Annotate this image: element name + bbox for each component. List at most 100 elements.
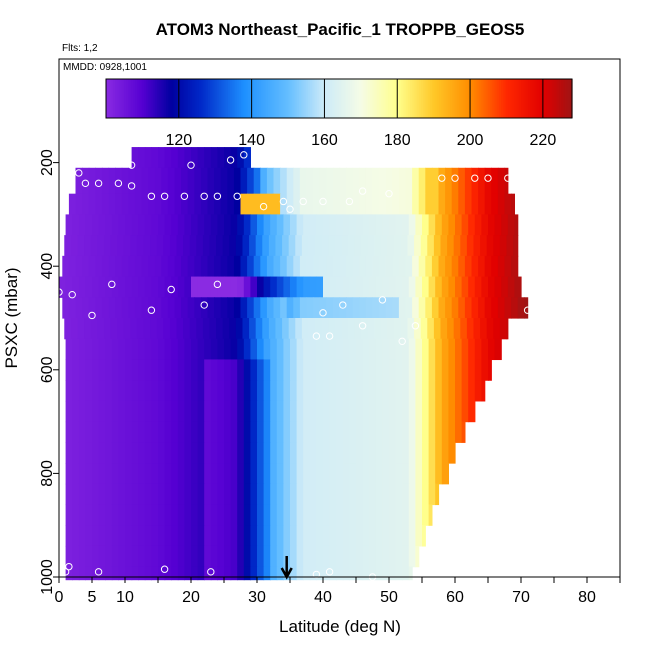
- heatmap-cell: [431, 193, 440, 215]
- heatmap-cell: [458, 255, 466, 278]
- colorbar-swatch: [530, 79, 533, 118]
- heatmap-cell: [64, 235, 72, 257]
- data-point: [286, 205, 294, 213]
- heatmap-cell: [184, 421, 192, 443]
- heatmap-cell: [118, 483, 126, 506]
- heatmap-cell: [448, 338, 456, 361]
- heatmap-cell: [115, 167, 123, 195]
- heatmap-cell: [143, 318, 151, 340]
- heatmap-cell: [171, 338, 179, 361]
- colorbar-swatch: [468, 79, 471, 118]
- heatmap-cell: [402, 463, 410, 485]
- heatmap-cell: [400, 318, 409, 340]
- colorbar-swatch: [386, 79, 389, 118]
- x-tick-label: 70: [512, 589, 530, 606]
- colorbar-swatch: [344, 79, 347, 118]
- heatmap-cell: [296, 421, 304, 443]
- heatmap-cell: [247, 297, 255, 319]
- colorbar-swatch: [399, 79, 402, 118]
- heatmap-cell: [303, 421, 311, 443]
- heatmap-cell: [389, 525, 397, 547]
- heatmap-cell: [90, 235, 98, 257]
- data-point: [147, 306, 156, 314]
- heatmap-cell: [138, 442, 146, 464]
- colorbar-swatch: [144, 79, 147, 118]
- heatmap-cell: [428, 483, 436, 506]
- heatmap-cell: [78, 525, 86, 547]
- heatmap-cell: [92, 359, 100, 381]
- heatmap-cell: [275, 235, 283, 257]
- heatmap-cell: [220, 193, 228, 215]
- heatmap-cell: [308, 235, 316, 257]
- colorbar-swatch: [222, 79, 225, 118]
- heatmap-cell: [375, 483, 383, 506]
- heatmap-cell: [382, 463, 390, 485]
- heatmap-cell: [177, 463, 185, 485]
- heatmap-cell: [85, 214, 93, 236]
- colorbar-swatch: [541, 79, 544, 118]
- heatmap-cell: [461, 380, 469, 402]
- heatmap-cell: [315, 235, 323, 257]
- colorbar-swatch: [497, 79, 500, 118]
- heatmap-cell: [125, 504, 133, 526]
- y-axis-label: PSXC (mbar): [2, 267, 21, 368]
- heatmap-cell: [428, 359, 436, 381]
- heatmap-cell: [263, 380, 271, 402]
- heatmap-cell: [177, 400, 185, 423]
- colorbar-swatch: [531, 79, 535, 118]
- heatmap-cell: [184, 566, 192, 581]
- colorbar-swatch: [451, 79, 455, 118]
- colorbar-swatch: [175, 79, 178, 118]
- colorbar-tick-label: 120: [165, 132, 192, 149]
- colorbar-swatch: [309, 79, 313, 118]
- heatmap-cell: [237, 421, 245, 443]
- heatmap-cell: [158, 380, 166, 402]
- heatmap-cell: [263, 400, 271, 423]
- heatmap-cell: [224, 214, 232, 236]
- heatmap-cell: [395, 545, 403, 568]
- heatmap-cell: [184, 483, 192, 506]
- heatmap-cell: [329, 380, 337, 402]
- heatmap-cell: [151, 442, 159, 464]
- heatmap-cell: [78, 359, 86, 381]
- heatmap-cell: [323, 276, 331, 298]
- heatmap-cell: [92, 214, 100, 236]
- heatmap-cell: [196, 318, 204, 340]
- heatmap-cell: [68, 255, 77, 278]
- heatmap-cell: [131, 566, 139, 581]
- heatmap-cell: [316, 338, 324, 361]
- heatmap-cell: [105, 442, 113, 464]
- heatmap-cell: [88, 297, 96, 319]
- heatmap-cell: [78, 400, 86, 423]
- heatmap-cell: [369, 276, 377, 298]
- heatmap-cell: [247, 255, 255, 278]
- heatmap-cell: [473, 318, 481, 340]
- heatmap-cell: [161, 167, 169, 195]
- heatmap-cell: [97, 235, 105, 257]
- heatmap-cell: [85, 359, 93, 381]
- heatmap-cell: [270, 463, 278, 485]
- heatmap-cell: [111, 359, 119, 381]
- heatmap-cell: [177, 421, 185, 443]
- colorbar-swatch: [298, 79, 302, 118]
- heatmap-cell: [408, 566, 413, 581]
- heatmap-cell: [68, 193, 77, 215]
- heatmap-cell: [111, 525, 119, 547]
- heatmap-cell: [422, 400, 430, 423]
- colorbar-swatch: [284, 79, 287, 118]
- heatmap-cell: [389, 545, 397, 568]
- heatmap-cell: [230, 421, 238, 443]
- heatmap-cell: [408, 504, 416, 526]
- heatmap-cell: [369, 400, 377, 423]
- heatmap-cell: [428, 338, 436, 361]
- heatmap-cell: [447, 318, 455, 340]
- heatmap-cell: [176, 235, 184, 257]
- heatmap-cell: [171, 400, 179, 423]
- colorbar-swatch: [215, 79, 218, 118]
- heatmap-cell: [431, 167, 440, 195]
- heatmap-cell: [414, 235, 422, 257]
- heatmap-cell: [290, 566, 298, 581]
- heatmap-cell: [506, 318, 509, 340]
- heatmap-cell: [131, 359, 139, 381]
